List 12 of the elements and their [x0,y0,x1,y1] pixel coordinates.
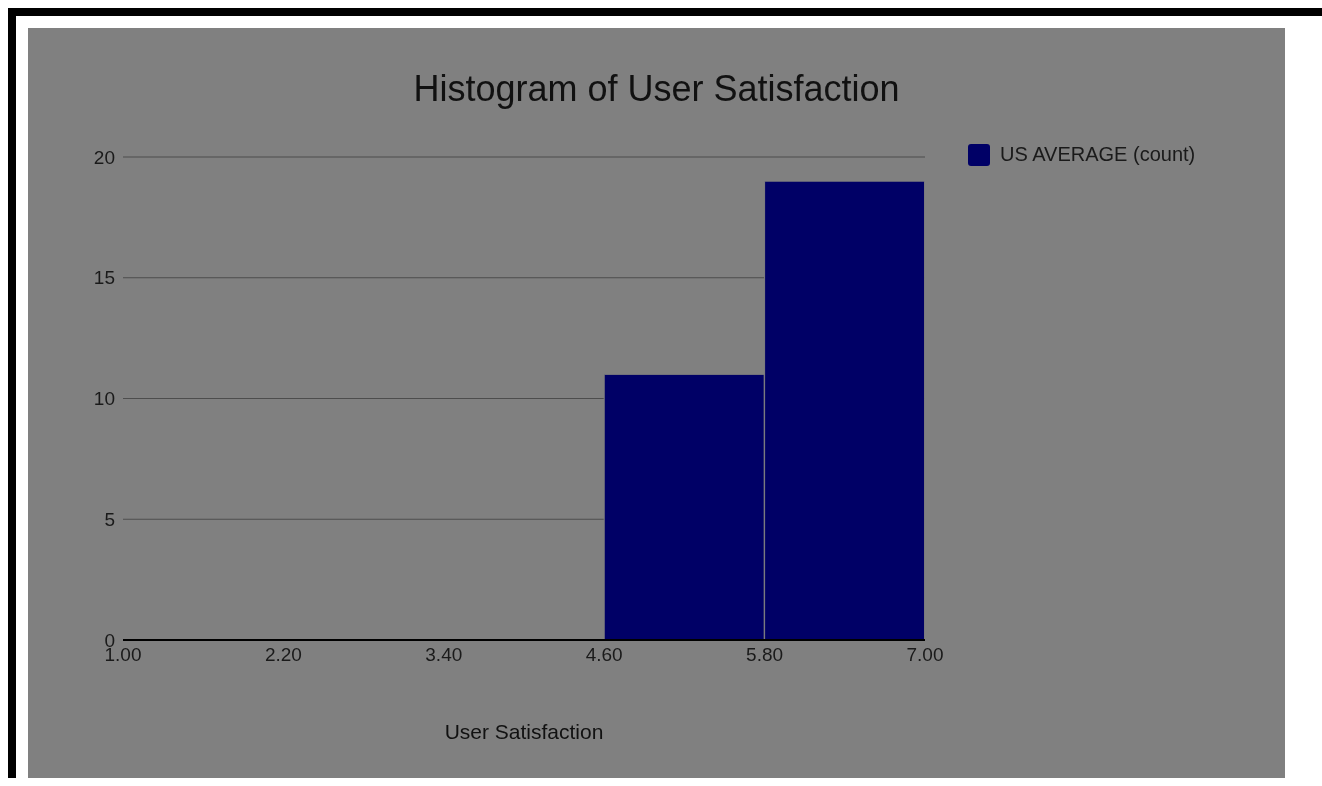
x-tick-label: 2.20 [264,644,302,666]
x-axis-title: User Satisfaction [443,720,605,744]
x-tick-label: 7.00 [906,644,944,666]
x-tick-label: 3.40 [425,644,463,666]
y-tick-label: 20 [93,146,115,168]
legend-label: US AVERAGE (count) [1000,143,1196,166]
chart-title: Histogram of User Satisfaction [412,68,901,110]
y-tick-label: 10 [93,388,115,410]
y-tick-label: 5 [104,508,115,530]
x-tick-label: 4.60 [585,644,623,666]
x-tick-label: 5.80 [746,644,784,666]
y-tick-label: 15 [93,267,115,289]
